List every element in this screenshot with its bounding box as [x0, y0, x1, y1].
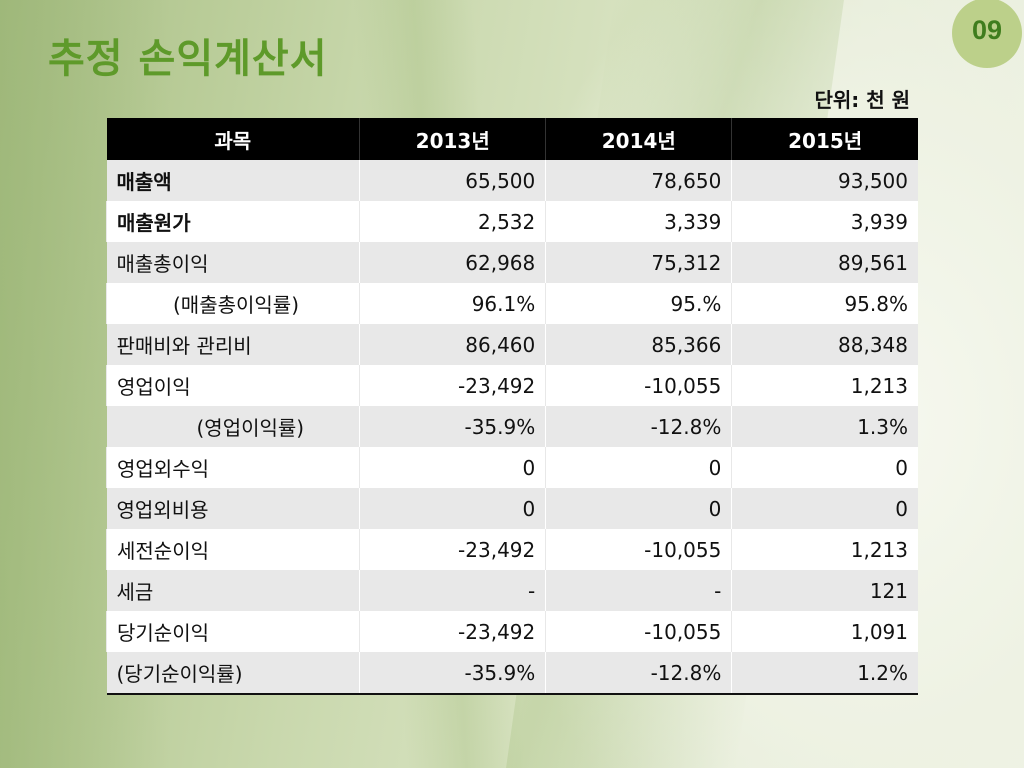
cell-value: 0 — [731, 447, 918, 488]
table-row: 매출총이익 62,968 75,312 89,561 — [106, 242, 918, 283]
cell-value: 0 — [545, 447, 732, 488]
row-label: 세전순이익 — [105, 529, 360, 570]
income-statement-table: 과목 2013년 2014년 2015년 매출액 65,500 78,650 9… — [105, 118, 918, 695]
table-row: 판매비와 관리비 86,460 85,366 88,348 — [106, 324, 918, 365]
table-row: 세전순이익 -23,492 -10,055 1,213 — [105, 529, 918, 570]
table-row: 세금 - - 121 — [106, 570, 918, 611]
table-row: 영업외비용 0 0 0 — [106, 488, 918, 529]
cell-value: 86,460 — [359, 324, 546, 365]
cell-value: -23,492 — [359, 365, 546, 406]
header-subject: 과목 — [106, 118, 360, 160]
cell-value: 1.2% — [731, 652, 918, 694]
page-title: 추정 손익계산서 — [48, 36, 328, 82]
cell-value: -35.9% — [359, 652, 546, 694]
cell-value: 96.1% — [359, 283, 546, 324]
cell-value: -10,055 — [545, 611, 732, 652]
header-year-2014: 2014년 — [545, 118, 732, 160]
cell-value: 85,366 — [545, 324, 732, 365]
header-year-2015: 2015년 — [731, 118, 918, 160]
cell-value: -12.8% — [545, 652, 732, 694]
cell-value: 2,532 — [359, 201, 546, 242]
cell-value: 95.% — [545, 283, 732, 324]
row-label: 매출원가 — [105, 201, 360, 242]
row-label: 판매비와 관리비 — [106, 324, 360, 365]
table-row: 당기순이익 -23,492 -10,055 1,091 — [105, 611, 918, 652]
row-label: (매출총이익률) — [105, 283, 360, 324]
cell-value: 3,339 — [545, 201, 732, 242]
cell-value: 0 — [731, 488, 918, 529]
table-row: 영업외수익 0 0 0 — [105, 447, 918, 488]
cell-value: 95.8% — [731, 283, 918, 324]
cell-value: -10,055 — [545, 529, 732, 570]
table-row: (매출총이익률) 96.1% 95.% 95.8% — [105, 283, 918, 324]
cell-value: -23,492 — [359, 529, 546, 570]
cell-value: 0 — [359, 488, 546, 529]
row-label: 영업외수익 — [105, 447, 360, 488]
table-row: (당기순이익률) -35.9% -12.8% 1.2% — [106, 652, 918, 694]
cell-value: 1,213 — [731, 529, 918, 570]
cell-value: 1.3% — [731, 406, 918, 447]
cell-value: 0 — [545, 488, 732, 529]
cell-value: 89,561 — [731, 242, 918, 283]
cell-value: 3,939 — [731, 201, 918, 242]
table-row: 매출액 65,500 78,650 93,500 — [106, 160, 918, 201]
cell-value: 0 — [359, 447, 546, 488]
table-row: 영업이익 -23,492 -10,055 1,213 — [105, 365, 918, 406]
cell-value: 1,091 — [731, 611, 918, 652]
table-row: (영업이익률) -35.9% -12.8% 1.3% — [106, 406, 918, 447]
cell-value: -12.8% — [545, 406, 732, 447]
row-label: 세금 — [106, 570, 360, 611]
cell-value: 93,500 — [731, 160, 918, 201]
row-label: 영업이익 — [105, 365, 360, 406]
row-label: (당기순이익률) — [106, 652, 360, 694]
cell-value: 75,312 — [545, 242, 732, 283]
cell-value: 78,650 — [545, 160, 732, 201]
table-header-row: 과목 2013년 2014년 2015년 — [106, 118, 918, 160]
cell-value: -23,492 — [359, 611, 546, 652]
row-label: 매출액 — [106, 160, 360, 201]
header-year-2013: 2013년 — [359, 118, 546, 160]
cell-value: 1,213 — [731, 365, 918, 406]
table-row: 매출원가 2,532 3,339 3,939 — [105, 201, 918, 242]
cell-value: 65,500 — [359, 160, 546, 201]
page-number: 09 — [971, 14, 1003, 45]
row-label: 영업외비용 — [106, 488, 360, 529]
page-number-badge: 09 — [952, 0, 1022, 68]
cell-value: 88,348 — [731, 324, 918, 365]
row-label: 당기순이익 — [105, 611, 360, 652]
row-label: (영업이익률) — [106, 406, 360, 447]
cell-value: - — [359, 570, 546, 611]
cell-value: 62,968 — [359, 242, 546, 283]
cell-value: -35.9% — [359, 406, 546, 447]
cell-value: -10,055 — [545, 365, 732, 406]
cell-value: 121 — [731, 570, 918, 611]
cell-value: - — [545, 570, 732, 611]
unit-label: 단위: 천 원 — [814, 88, 910, 112]
row-label: 매출총이익 — [106, 242, 360, 283]
